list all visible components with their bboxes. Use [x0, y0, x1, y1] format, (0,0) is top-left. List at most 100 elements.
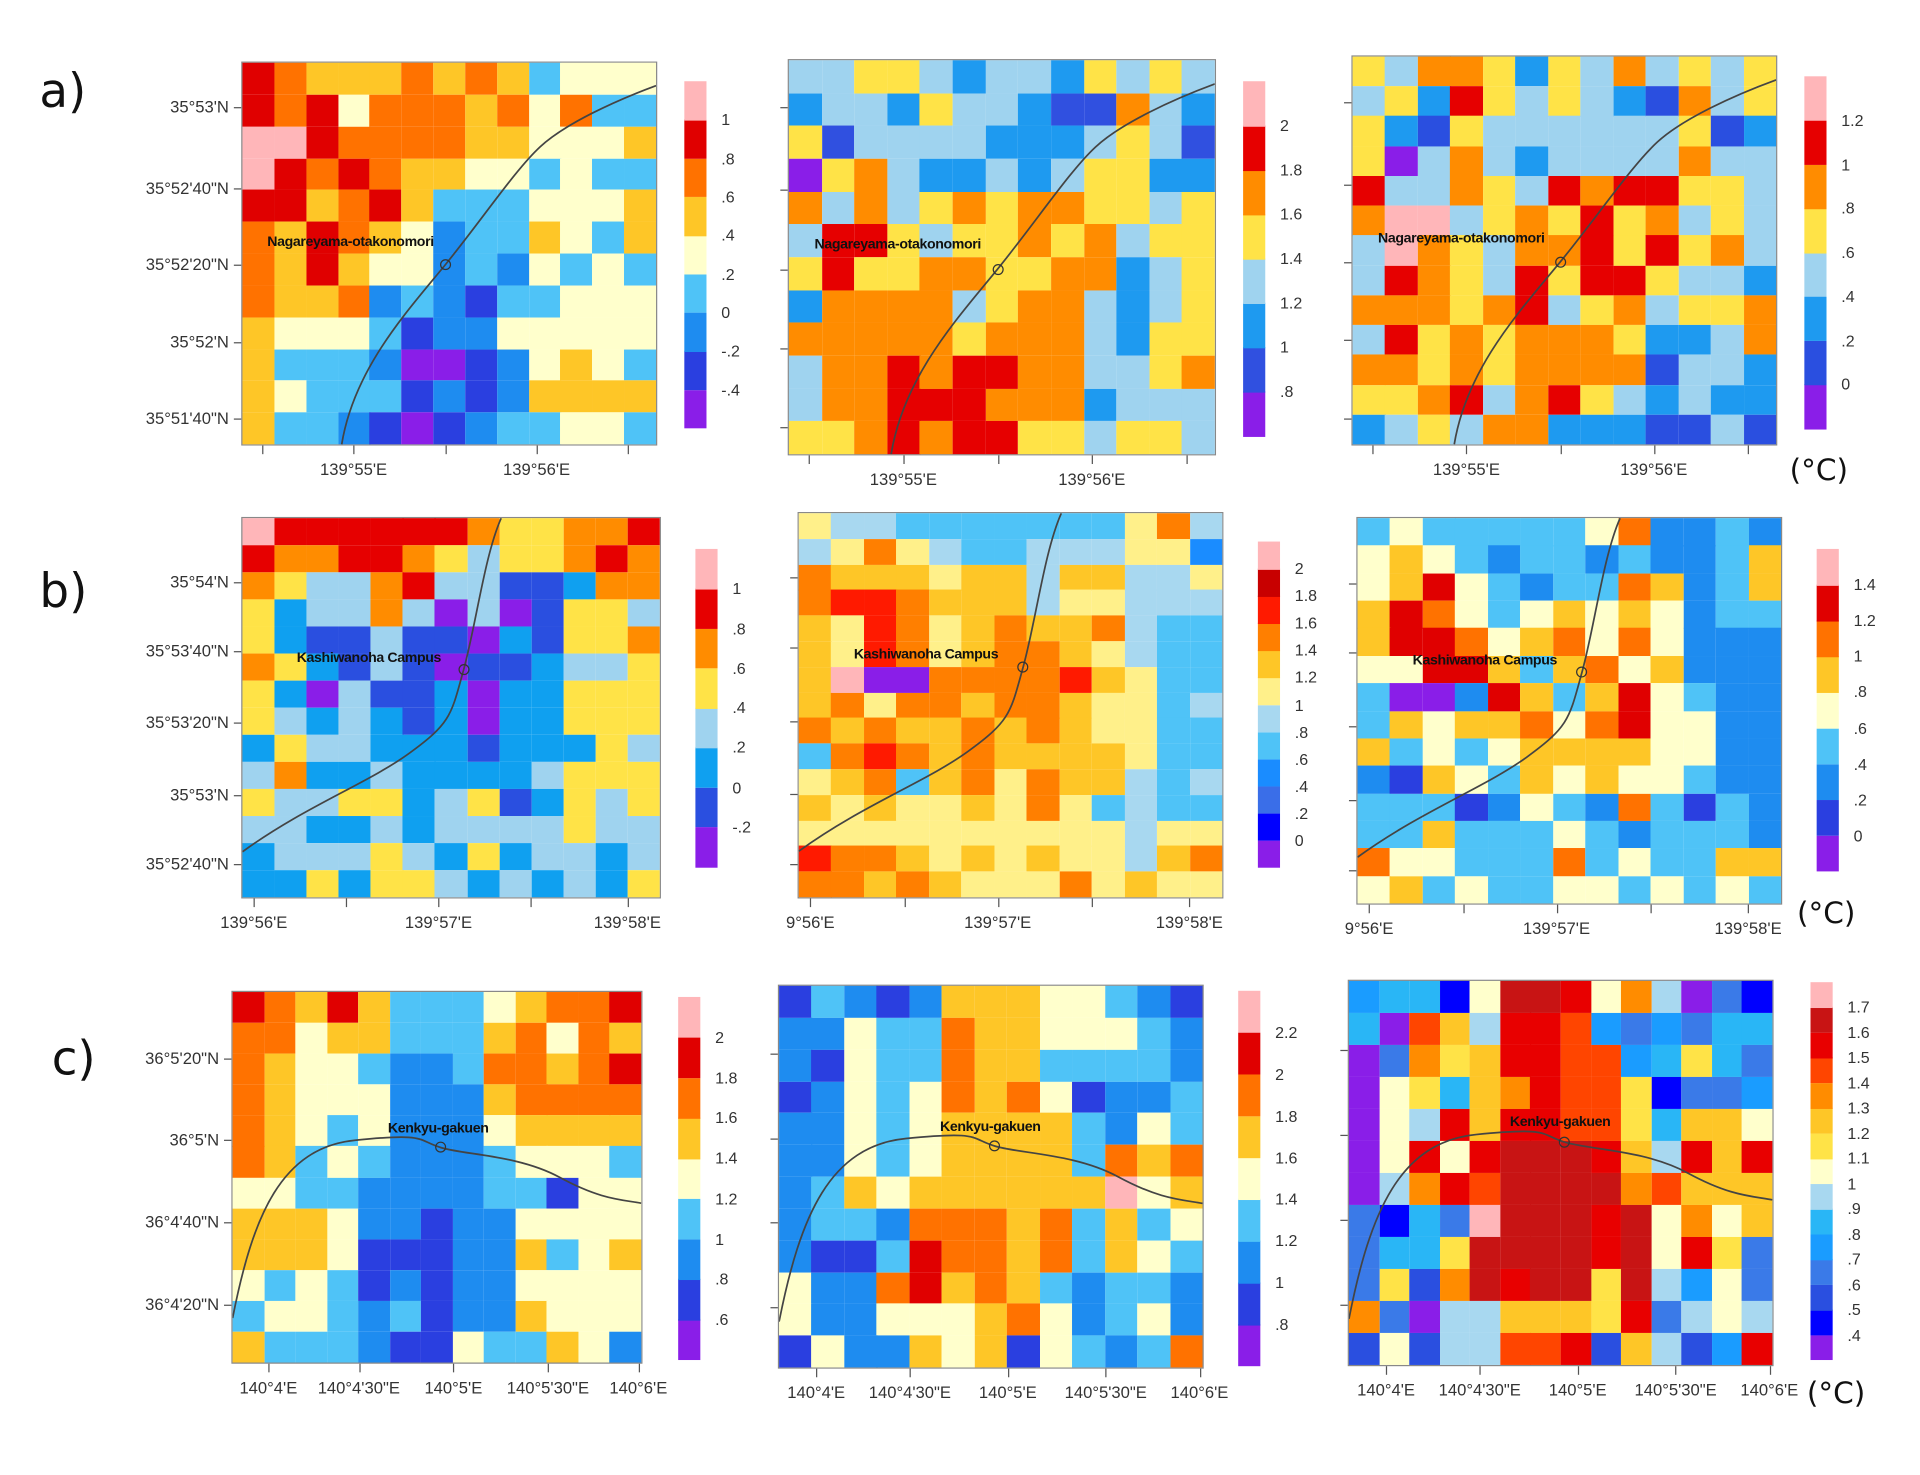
heatmap-cell [274, 317, 307, 350]
heatmap-cell [1169, 1176, 1203, 1209]
heatmap-cell [1116, 421, 1150, 455]
heatmap-cell [1650, 875, 1684, 904]
heatmap-cell [1417, 205, 1451, 236]
heatmap-cell [1157, 538, 1190, 565]
heatmap-cell [1681, 1236, 1713, 1270]
heatmap-cell [295, 1115, 328, 1147]
heatmap-cell [1352, 205, 1386, 236]
heatmap-cell [1742, 1236, 1773, 1270]
heatmap-cell [1590, 1300, 1622, 1334]
heatmap-cell [1007, 1049, 1040, 1082]
heatmap-cell [1743, 325, 1777, 356]
heatmap-cell [1124, 590, 1158, 616]
heatmap-cell [1083, 388, 1117, 422]
heatmap-cell [961, 615, 995, 642]
colorbar-tick-label: 1.4 [715, 1149, 738, 1168]
heatmap-cell [337, 126, 370, 159]
heatmap-cell [1715, 710, 1749, 739]
heatmap-cell [563, 843, 596, 871]
heatmap-cell [369, 189, 402, 222]
heatmap-cell [1683, 820, 1717, 849]
heatmap-panel-b3: Kashiwanoha Campus [1356, 516, 1783, 905]
heatmap-cell [1390, 765, 1423, 794]
x-tick-label: 139°55'E [1432, 460, 1500, 479]
heatmap-cell [402, 788, 436, 817]
heatmap-cell [306, 94, 339, 127]
heatmap-cell [338, 788, 372, 817]
heatmap-cell [465, 189, 498, 222]
heatmap-cell [1715, 600, 1749, 629]
colorbar-segment [1816, 835, 1839, 873]
heatmap-cell [370, 599, 404, 627]
heatmap-cell [337, 348, 370, 381]
heatmap-cell [624, 317, 657, 350]
heatmap-cell [1500, 980, 1531, 1014]
heatmap-cell [1515, 295, 1549, 326]
heatmap-cell [370, 734, 404, 763]
heatmap-cell [1590, 1012, 1622, 1046]
heatmap-cell [1379, 1108, 1410, 1142]
heatmap-cell [421, 1208, 453, 1240]
heatmap-cell [306, 285, 339, 318]
x-tick-label: 139°56'E [1058, 470, 1126, 489]
heatmap-cell [1613, 295, 1646, 326]
heatmap-cell [624, 285, 657, 318]
colorbar-segment [684, 119, 707, 159]
heatmap-cell [1683, 765, 1717, 794]
colorbar-segment [1816, 799, 1839, 837]
heatmap-cell [1455, 600, 1489, 629]
heatmap-cell [1072, 1176, 1105, 1209]
heatmap-cell [1711, 1268, 1743, 1302]
heatmap-cell [1710, 146, 1744, 177]
heatmap-cell [560, 317, 593, 350]
heatmap-cell [1182, 322, 1215, 356]
heatmap-cell [1618, 518, 1651, 546]
heatmap-cell [1469, 1332, 1501, 1366]
heatmap-cell [1059, 666, 1093, 693]
heatmap-cell [798, 769, 832, 796]
heatmap-cell [876, 1335, 910, 1368]
heatmap-cell [295, 1146, 328, 1178]
heatmap-cell [1026, 538, 1060, 565]
heatmap-cell [1469, 1108, 1501, 1142]
heatmap-cell [821, 355, 855, 389]
heatmap-cell [929, 590, 962, 616]
heatmap-cell [1618, 655, 1651, 684]
x-tick-mark [253, 898, 256, 908]
y-tick-mark [1344, 418, 1352, 420]
heatmap-cell [433, 94, 466, 127]
heatmap-cell [1422, 628, 1456, 656]
heatmap-cell [1520, 683, 1554, 711]
heatmap-cell [578, 1115, 611, 1147]
colorbar-segment [684, 196, 707, 237]
colorbar-tick-label: 2 [715, 1028, 724, 1047]
colorbar-segment [695, 707, 718, 749]
x-tick-mark [1466, 445, 1468, 455]
heatmap-cell [499, 680, 532, 708]
heatmap-cell [1379, 1236, 1410, 1270]
colorbar-tick-label: 1.2 [1275, 1231, 1298, 1251]
heatmap-cell [1422, 848, 1456, 877]
heatmap-cell [941, 1272, 975, 1305]
heatmap-cell [338, 518, 372, 546]
heatmap-cell [854, 388, 888, 422]
heatmap-cell [531, 599, 564, 627]
heatmap-cell [1439, 1140, 1471, 1174]
heatmap-cell [1357, 600, 1391, 629]
heatmap-cell [811, 1240, 845, 1273]
heatmap-cell [1618, 793, 1651, 822]
heatmap-cell [863, 538, 897, 565]
heatmap-cell [1390, 848, 1423, 877]
heatmap-cell [467, 599, 500, 627]
heatmap-cell [929, 846, 962, 872]
heatmap-cell [1039, 1049, 1073, 1082]
heatmap-cell [578, 1331, 611, 1363]
heatmap-cell [1189, 846, 1223, 872]
heatmap-cell [1390, 545, 1423, 574]
heatmap-cell [788, 60, 822, 94]
colorbar-tick-label: .6 [721, 187, 735, 207]
heatmap-cell [1515, 325, 1549, 356]
heatmap-cell [528, 158, 561, 191]
heatmap-cell [274, 348, 307, 381]
colorbar-tick-label: 1.2 [1280, 293, 1303, 313]
